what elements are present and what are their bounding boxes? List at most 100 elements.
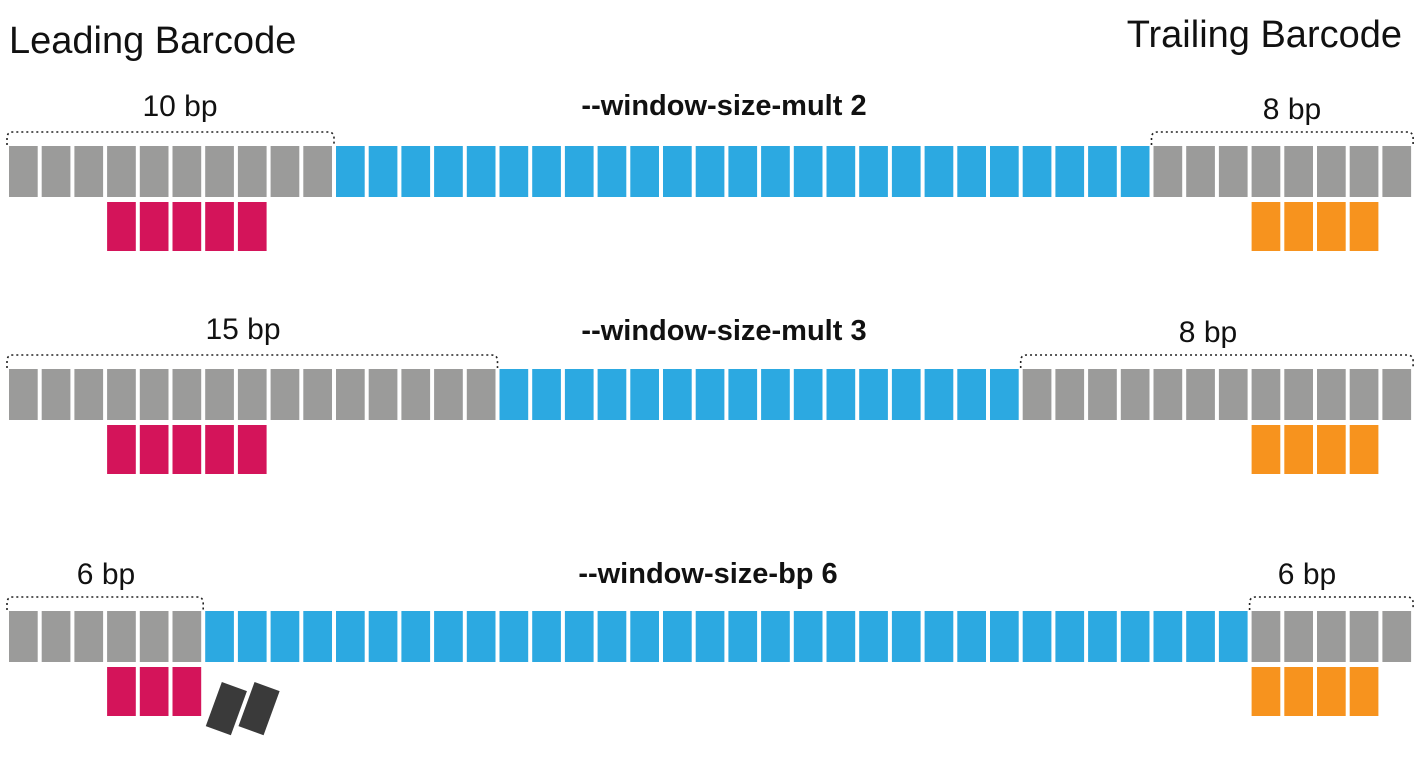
row-3-leading-barcode-block — [9, 611, 38, 662]
row-3-read-block — [1022, 611, 1052, 662]
row-3-read-block — [336, 611, 365, 662]
row-2-read-block — [761, 369, 790, 420]
row-2-trailing-match-block — [1317, 425, 1346, 474]
row-2-trailing-match-block — [1349, 425, 1379, 474]
row-3-read-block — [826, 611, 856, 662]
row-3-read-block — [1186, 611, 1215, 662]
row-3-read-block — [1055, 611, 1085, 662]
row-1-trailing-barcode-block — [1153, 146, 1183, 197]
row-1-read-block — [336, 146, 365, 197]
row-2-leading-barcode-block — [74, 369, 104, 420]
row-1-leading-match-block — [237, 202, 267, 251]
row-1-leading-barcode-block — [41, 146, 71, 197]
row-3-read-block — [695, 611, 725, 662]
row-1-leading-window-bracket — [6, 131, 335, 145]
row-3-trailing-barcode-block — [1317, 611, 1346, 662]
row-3-read-block — [924, 611, 954, 662]
row-1-read-block — [368, 146, 398, 197]
row-3-read-block — [270, 611, 300, 662]
row-2-leading-barcode-block — [237, 369, 267, 420]
row-1-trailing-barcode-block — [1251, 146, 1281, 197]
row-2-leading-barcode-block — [107, 369, 136, 420]
row-3-shifted-barcode-block — [238, 681, 280, 736]
row-1-leading-barcode-block — [9, 146, 38, 197]
row-2-leading-window-bracket — [6, 354, 499, 368]
row-1-read-block — [532, 146, 561, 197]
row-1-leading-match-block — [172, 202, 202, 251]
row-1-read-block — [859, 146, 888, 197]
row-1-read-block — [663, 146, 692, 197]
row-2-read-block — [663, 369, 692, 420]
row-3-read-block — [1088, 611, 1117, 662]
row-3-trailing-match-block — [1284, 667, 1313, 716]
row-2-read-block — [630, 369, 659, 420]
row-3-leading-barcode-block — [172, 611, 202, 662]
row-2-leading-barcode-block — [336, 369, 365, 420]
row-1-trailing-match-block — [1349, 202, 1379, 251]
row-1-read-block — [891, 146, 921, 197]
row-1-leading-barcode-block — [205, 146, 234, 197]
row-1-trailing-match-block — [1317, 202, 1346, 251]
row-2-read-block — [957, 369, 986, 420]
row-3-read-block — [1120, 611, 1150, 662]
row-1-leading-barcode-block — [139, 146, 169, 197]
row-1-read-block — [499, 146, 529, 197]
row-3-read-block — [1218, 611, 1248, 662]
row-2-leading-barcode-block — [466, 369, 496, 420]
row-2-leading-match-block — [237, 425, 267, 474]
row-1-trailing-window-bracket — [1150, 131, 1414, 145]
row-2-leading-barcode-block — [205, 369, 234, 420]
row-1-read-block — [924, 146, 954, 197]
row-3-trailing-match-block — [1349, 667, 1379, 716]
row-2-trailing-barcode-block — [1251, 369, 1281, 420]
row-3-read-block — [499, 611, 529, 662]
row-2-leading-match-block — [205, 425, 234, 474]
row-2-leading-barcode-block — [434, 369, 463, 420]
row-1-read-block — [728, 146, 758, 197]
row-1-trailing-match-block — [1284, 202, 1313, 251]
row-2-trailing-barcode-block — [1349, 369, 1379, 420]
row-1-read-block — [630, 146, 659, 197]
row-3-trailing-barcode-block — [1382, 611, 1412, 662]
row-2-read-block — [564, 369, 594, 420]
row-2-trailing-barcode-block — [1317, 369, 1346, 420]
row-1-trailing-window-label: 8 bp — [1262, 93, 1322, 126]
row-2-trailing-barcode-block — [1153, 369, 1183, 420]
row-2-option-label: --window-size-mult 3 — [581, 315, 867, 347]
row-1-trailing-barcode-block — [1349, 146, 1379, 197]
row-3-leading-barcode-block — [41, 611, 71, 662]
row-2-leading-barcode-block — [368, 369, 398, 420]
row-3-read-block — [859, 611, 888, 662]
trailing-barcode-title: Trailing Barcode — [1126, 14, 1402, 56]
row-3-read-block — [303, 611, 332, 662]
leading-barcode-title: Leading Barcode — [9, 20, 297, 62]
row-1-leading-match-block — [107, 202, 136, 251]
row-2-read-block — [499, 369, 529, 420]
row-3-read-block — [1153, 611, 1183, 662]
row-2-leading-window-label: 15 bp — [205, 313, 281, 346]
row-1-leading-match-block — [205, 202, 234, 251]
row-3-trailing-barcode-block — [1251, 611, 1281, 662]
row-3-read-block — [401, 611, 431, 662]
row-2-trailing-match-block — [1284, 425, 1313, 474]
row-3-read-block — [237, 611, 267, 662]
row-3-read-block — [532, 611, 561, 662]
row-1-read-block — [434, 146, 463, 197]
row-3-read-block — [434, 611, 463, 662]
row-3-read-block — [891, 611, 921, 662]
row-3-read-block — [957, 611, 986, 662]
row-1-trailing-barcode-block — [1186, 146, 1215, 197]
row-2-leading-barcode-block — [401, 369, 431, 420]
row-1-trailing-barcode-block — [1284, 146, 1313, 197]
row-1-read-block — [597, 146, 627, 197]
row-2-read-block — [924, 369, 954, 420]
row-3-leading-barcode-block — [74, 611, 104, 662]
row-3-leading-match-block — [172, 667, 202, 716]
row-3-read-block — [466, 611, 496, 662]
row-3-leading-match-block — [139, 667, 169, 716]
row-3-trailing-match-block — [1317, 667, 1346, 716]
row-1-read-block — [1088, 146, 1117, 197]
row-3-read-block — [630, 611, 659, 662]
row-3-read-block — [564, 611, 594, 662]
row-2-leading-barcode-block — [9, 369, 38, 420]
